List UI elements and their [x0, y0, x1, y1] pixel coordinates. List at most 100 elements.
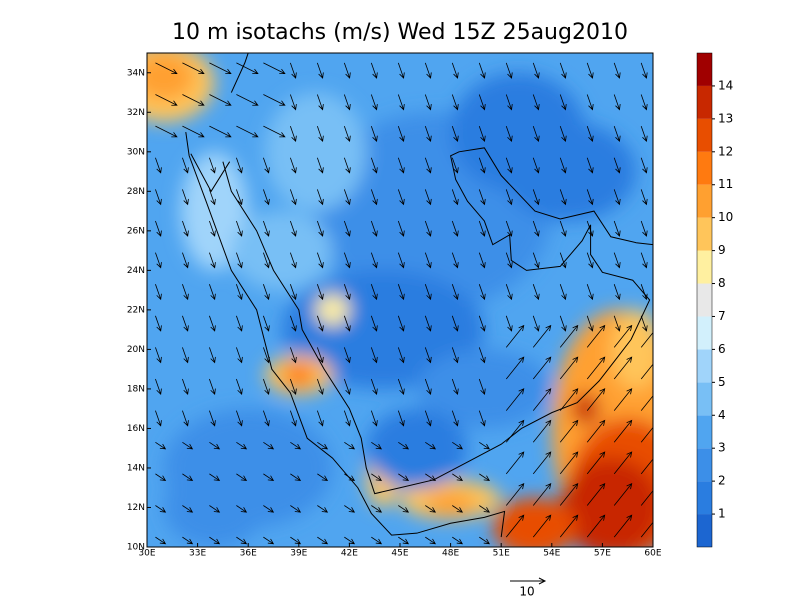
y-tick-label: 18N [127, 384, 145, 394]
wind-vector [316, 189, 324, 206]
wind-vector [236, 252, 243, 269]
wind-vector [613, 94, 621, 111]
wind-vector [263, 315, 270, 332]
wind-vector [290, 441, 302, 450]
wind-vector [640, 252, 648, 269]
wind-vector [532, 189, 540, 206]
wind-vector [236, 347, 243, 364]
wind-vector [263, 473, 275, 482]
wind-vector [478, 378, 486, 395]
wind-vector [397, 94, 405, 111]
wind-vector [613, 451, 633, 475]
wind-vector [263, 536, 275, 545]
wind-vector [425, 441, 437, 450]
wind-vector [289, 284, 297, 301]
wind-vector [640, 94, 648, 111]
wind-vector [559, 62, 567, 79]
wind-vector [370, 284, 378, 301]
wind-vector [209, 536, 221, 545]
wind-vector [263, 410, 270, 427]
wind-vector [316, 220, 324, 237]
isotach-field [147, 53, 653, 547]
y-tick-label: 10N [127, 543, 145, 553]
y-tick-label: 28N [127, 187, 145, 197]
wind-vector [370, 94, 378, 111]
wind-vector [343, 347, 351, 364]
wind-vector [155, 252, 162, 269]
wind-vector [155, 315, 162, 332]
wind-vector [182, 189, 189, 206]
wind-vector [155, 220, 162, 237]
wind-vector [451, 252, 459, 269]
wind-vector [316, 125, 324, 143]
wind-vector [290, 473, 302, 482]
y-tick-label: 24N [127, 266, 145, 276]
colorbar-swatch [697, 316, 712, 350]
wind-vector [640, 426, 653, 443]
wind-vector [478, 252, 486, 269]
wind-vector [479, 505, 491, 513]
colorbar-swatch [697, 514, 712, 547]
wind-vector [155, 157, 162, 174]
wind-vector [236, 189, 243, 206]
y-tick-label: 20N [127, 345, 145, 355]
wind-vector [424, 284, 432, 301]
wind-vector [316, 157, 324, 174]
wind-vector [532, 514, 552, 538]
colorbar-label: 8 [718, 276, 726, 290]
y-tick-label: 16N [127, 424, 145, 434]
wind-vector [316, 315, 324, 332]
wind-vector [290, 505, 302, 513]
colorbar-label: 13 [718, 111, 733, 125]
wind-vector [344, 441, 356, 450]
colorbar-label: 7 [718, 309, 726, 323]
wind-vector [397, 189, 405, 206]
wind-vector [397, 220, 405, 237]
wind-vector [236, 505, 248, 513]
wind-vector [559, 388, 579, 411]
wind-vector [209, 94, 232, 106]
x-tick-label: 45E [391, 549, 408, 559]
wind-vector [343, 157, 351, 174]
wind-vector [451, 410, 459, 427]
wind-vector [613, 514, 633, 538]
wind-vector [209, 315, 216, 332]
wind-vector [397, 410, 405, 427]
wind-vector [613, 315, 621, 332]
coastline [185, 131, 506, 538]
colorbar-label: 11 [718, 177, 733, 191]
wind-vector [182, 347, 189, 364]
wind-vector [505, 284, 513, 301]
wind-vector [236, 94, 259, 106]
wind-vector [344, 505, 356, 513]
wind-vector [398, 505, 410, 513]
wind-vector [209, 157, 216, 174]
field-blob [501, 122, 637, 222]
wind-vector [451, 125, 459, 143]
wind-vector [182, 410, 189, 427]
wind-vector [424, 378, 432, 395]
reference-vector-label: 10 [519, 585, 534, 599]
wind-vector [478, 125, 486, 143]
wind-vector [370, 315, 378, 332]
wind-vector [182, 284, 189, 301]
wind-vector [182, 378, 189, 395]
wind-vector [263, 189, 270, 206]
colorbar-label: 6 [718, 342, 726, 356]
wind-vector [640, 490, 653, 506]
field-blob [492, 497, 578, 547]
wind-vector [317, 505, 329, 513]
wind-vector [559, 157, 567, 174]
wind-vector [586, 94, 594, 111]
wind-vector [209, 473, 221, 482]
colorbar-label: 1 [718, 507, 726, 521]
wind-vector [236, 220, 243, 237]
wind-vector [586, 451, 606, 475]
wind-vector [505, 356, 525, 380]
wind-vector [613, 157, 621, 174]
wind-vector [640, 157, 648, 174]
wind-vector [424, 252, 432, 269]
wind-vector [640, 62, 648, 79]
field-blob [315, 294, 350, 326]
wind-vector [397, 157, 405, 174]
